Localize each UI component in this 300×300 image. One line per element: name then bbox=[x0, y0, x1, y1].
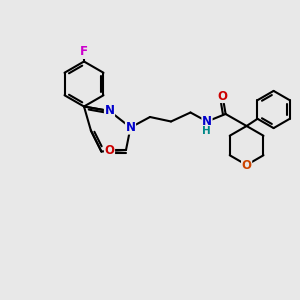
Text: N: N bbox=[202, 115, 212, 128]
Text: N: N bbox=[104, 104, 115, 118]
Text: O: O bbox=[242, 158, 252, 172]
Text: O: O bbox=[218, 89, 228, 103]
Text: O: O bbox=[104, 143, 115, 157]
Text: H: H bbox=[202, 125, 211, 136]
Text: N: N bbox=[125, 121, 136, 134]
Text: F: F bbox=[80, 45, 88, 58]
